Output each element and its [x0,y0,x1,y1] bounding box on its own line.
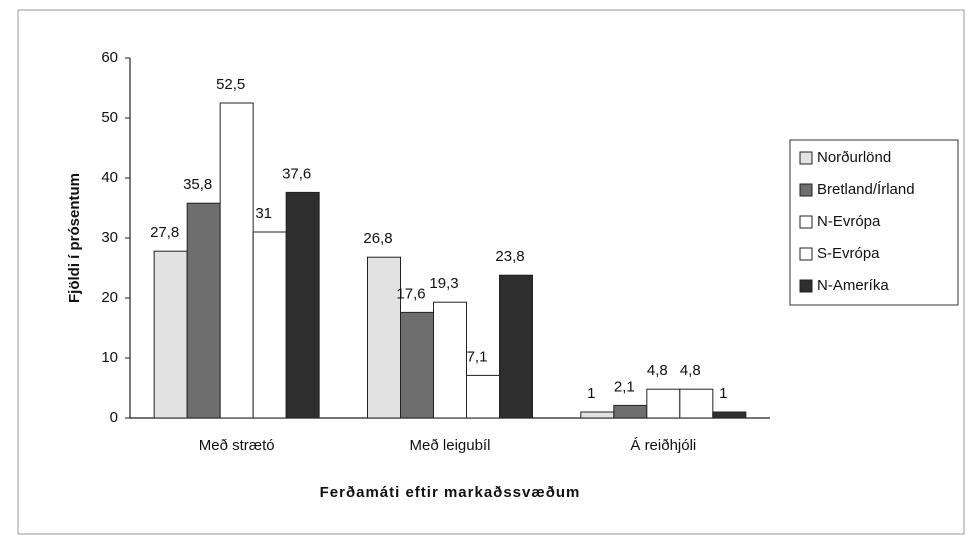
value-label: 27,8 [150,224,179,241]
value-label: 31 [255,205,272,222]
bar [252,231,287,419]
value-label: 1 [587,385,595,402]
legend-swatch [799,183,813,197]
value-label: 2,1 [614,378,635,395]
value-label: 4,8 [680,362,701,379]
bar [466,374,500,419]
value-label: 37,6 [282,165,311,182]
bar [153,250,188,419]
legend-label: N-Evrópa [817,213,881,230]
x-axis-title: Ferðamáti eftir markaðssvæðum [320,484,581,501]
value-label: 7,1 [467,348,488,365]
legend-swatch [799,247,813,261]
x-tick-label: Með leigubíl [410,437,491,454]
legend-swatch [799,215,813,229]
legend-box [789,139,959,306]
bar [679,388,714,419]
bar [433,301,467,419]
bar [400,311,434,419]
y-tick-label: 0 [110,409,118,426]
bar [367,256,401,419]
value-label: 1 [719,385,727,402]
value-label: 17,6 [396,285,425,302]
bar [712,411,747,419]
value-label: 52,5 [216,76,245,93]
value-label: 4,8 [647,362,668,379]
bar [613,404,648,419]
bar [285,191,320,419]
value-label: 19,3 [429,275,458,292]
x-tick-label: Á reiðhjóli [630,437,696,454]
value-label: 26,8 [363,230,392,247]
bar [580,411,615,419]
y-tick-label: 10 [101,349,118,366]
y-tick-label: 40 [101,169,118,186]
y-tick-label: 20 [101,289,118,306]
bar [646,388,681,419]
y-axis-title: Fjöldi í prósentum [66,173,83,303]
legend-label: Bretland/Írland [817,181,915,198]
y-tick-label: 50 [101,109,118,126]
value-label: 35,8 [183,176,212,193]
legend-swatch [799,151,813,165]
legend-label: N-Ameríka [817,277,889,294]
value-label: 23,8 [495,248,524,265]
bar [499,274,533,419]
bar [219,102,254,419]
legend-swatch [799,279,813,293]
legend-label: Norðurlönd [817,149,891,166]
y-tick-label: 60 [101,49,118,66]
bar [186,202,221,419]
legend-label: S-Evrópa [817,245,880,262]
x-tick-label: Með strætó [199,437,275,454]
y-tick-label: 30 [101,229,118,246]
